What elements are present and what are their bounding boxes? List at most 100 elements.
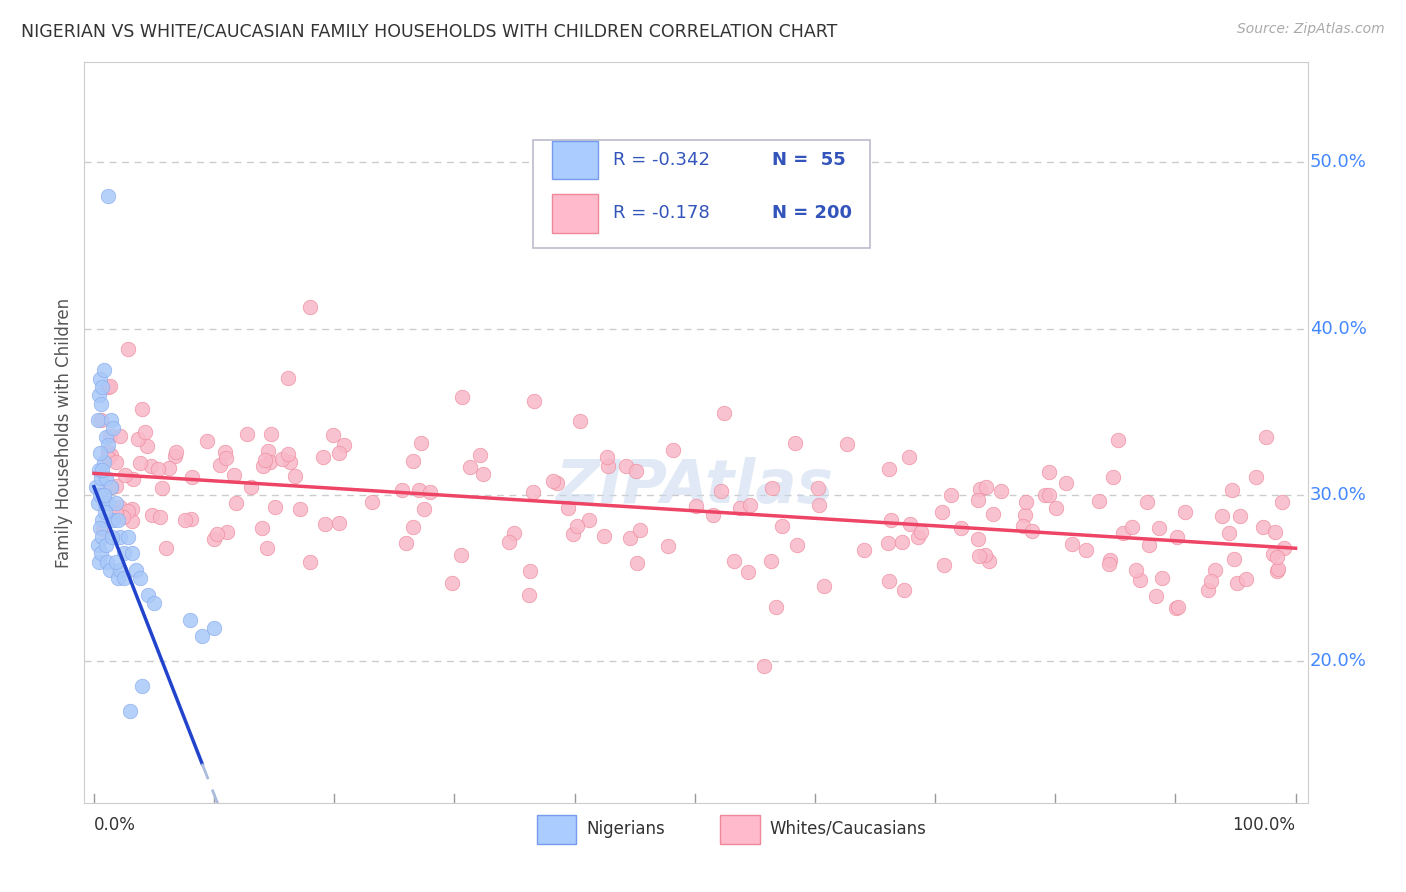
Point: [118, 704, 141, 718]
Point: [728, 500, 751, 515]
Point: [1264, 525, 1286, 540]
Point: [1014, 508, 1036, 522]
Point: [1033, 488, 1056, 502]
Point: [1211, 508, 1233, 523]
Text: NIGERIAN VS WHITE/CAUCASIAN FAMILY HOUSEHOLDS WITH CHILDREN CORRELATION CHART: NIGERIAN VS WHITE/CAUCASIAN FAMILY HOUSE…: [21, 22, 838, 40]
Point: [110, 563, 132, 577]
Point: [104, 496, 127, 510]
Text: 20.0%: 20.0%: [1310, 652, 1367, 671]
Point: [1021, 524, 1043, 538]
Point: [738, 498, 761, 512]
Point: [257, 444, 280, 458]
Point: [569, 414, 592, 428]
Point: [1015, 495, 1038, 509]
Point: [1099, 552, 1122, 566]
Point: [86, 538, 108, 552]
Point: [312, 450, 335, 465]
Text: Whites/Caucasians: Whites/Caucasians: [769, 820, 927, 838]
Point: [950, 521, 973, 535]
Point: [252, 458, 274, 473]
Point: [157, 461, 180, 475]
Point: [880, 513, 903, 527]
Point: [149, 510, 172, 524]
Point: [1137, 538, 1160, 552]
Point: [1234, 572, 1257, 586]
Point: [1267, 562, 1289, 576]
Point: [93, 488, 115, 502]
Point: [214, 445, 236, 459]
Point: [100, 413, 122, 427]
Point: [893, 583, 915, 598]
Point: [852, 543, 875, 558]
Point: [934, 558, 956, 572]
Text: 50.0%: 50.0%: [1310, 153, 1367, 171]
Point: [1054, 475, 1077, 490]
Point: [519, 565, 541, 579]
Point: [1271, 495, 1294, 509]
Point: [98, 563, 121, 577]
Point: [877, 536, 900, 550]
Point: [208, 458, 231, 472]
Point: [1045, 500, 1067, 515]
Point: [1125, 563, 1147, 577]
Point: [131, 679, 153, 693]
Point: [128, 456, 150, 470]
Point: [472, 467, 495, 482]
Point: [104, 506, 127, 520]
Point: [1150, 571, 1173, 585]
Point: [626, 556, 648, 570]
Point: [104, 455, 127, 469]
Point: [215, 524, 238, 539]
Point: [967, 532, 990, 546]
Text: 100.0%: 100.0%: [1233, 816, 1295, 834]
Point: [174, 513, 197, 527]
Point: [127, 433, 149, 447]
Point: [100, 480, 122, 494]
Point: [94, 505, 117, 519]
Point: [89, 371, 111, 385]
Point: [202, 532, 225, 546]
Point: [131, 401, 153, 416]
Point: [754, 659, 776, 673]
Text: ZIPAtlas: ZIPAtlas: [555, 458, 834, 516]
Point: [112, 509, 135, 524]
Point: [967, 549, 990, 563]
Point: [135, 439, 157, 453]
Point: [100, 480, 122, 494]
Point: [546, 476, 568, 491]
Point: [969, 482, 991, 496]
Point: [91, 513, 114, 527]
Point: [143, 596, 166, 610]
Text: 30.0%: 30.0%: [1310, 486, 1367, 504]
Point: [1199, 574, 1222, 589]
Point: [288, 501, 311, 516]
Point: [103, 513, 125, 527]
Point: [98, 429, 121, 443]
Point: [278, 455, 301, 469]
Point: [458, 460, 481, 475]
Point: [931, 505, 953, 519]
Point: [328, 516, 350, 530]
Point: [155, 541, 177, 556]
Point: [136, 588, 159, 602]
Point: [110, 530, 132, 544]
Point: [240, 479, 263, 493]
Point: [110, 500, 132, 514]
Point: [121, 514, 143, 528]
Point: [108, 429, 131, 443]
Point: [685, 499, 707, 513]
FancyBboxPatch shape: [720, 815, 759, 844]
Point: [974, 548, 997, 562]
Point: [1174, 505, 1197, 519]
Point: [411, 436, 433, 450]
Point: [225, 496, 247, 510]
Point: [117, 503, 139, 517]
Point: [121, 546, 143, 560]
Point: [222, 467, 245, 482]
Point: [128, 571, 150, 585]
Point: [967, 493, 990, 508]
Point: [498, 535, 520, 549]
Point: [990, 484, 1012, 499]
Point: [259, 455, 281, 469]
Point: [578, 513, 600, 527]
